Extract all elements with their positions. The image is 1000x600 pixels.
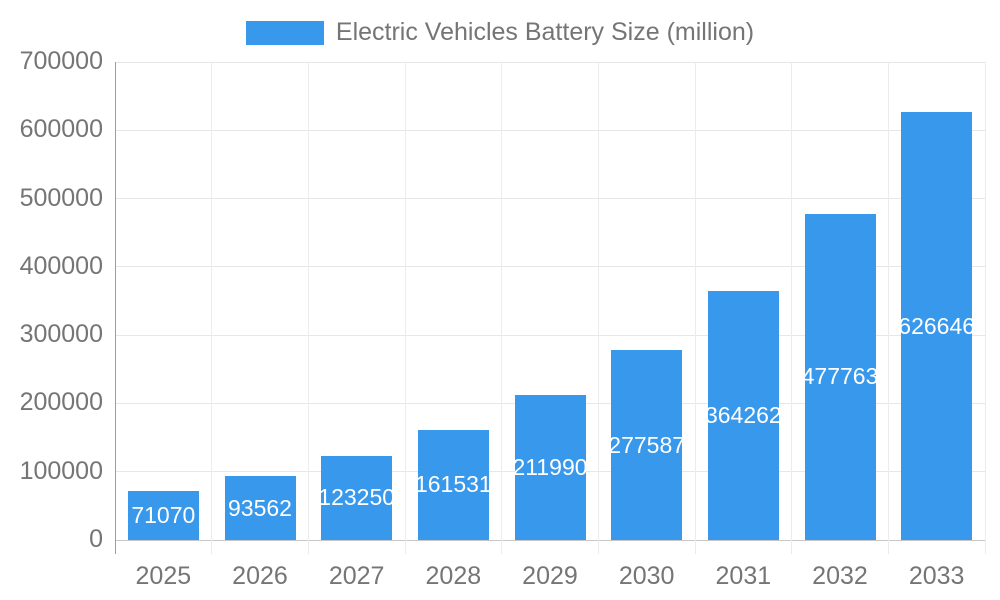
y-tick-label: 700000 [19,47,103,75]
bar[interactable]: 161531 [417,429,489,540]
horizontal-gridline [115,266,985,268]
y-tick-label: 100000 [19,456,103,485]
x-tick-label: 2026 [232,562,288,590]
vertical-gridline [984,62,986,554]
y-tick-label: 300000 [19,320,103,349]
x-tick-label: 2028 [425,562,482,590]
vertical-gridline [307,62,309,554]
bar[interactable]: 364262 [707,291,779,540]
legend-label: Electric Vehicles Battery Size (million) [335,18,755,46]
vertical-gridline [887,62,889,554]
bar[interactable]: 211990 [514,395,586,540]
y-axis-line [114,62,116,554]
bar-value-label: 93562 [228,494,292,521]
x-tick-label: 2027 [328,562,385,590]
x-tick-label: 2030 [618,562,675,590]
bar-value-label: 626646 [901,312,973,339]
bar[interactable]: 277587 [611,350,683,540]
horizontal-gridline [115,61,985,63]
bar[interactable]: 93562 [224,476,296,540]
bar-value-label: 161531 [417,471,489,498]
vertical-gridline [694,62,696,554]
y-tick-label: 200000 [19,388,103,417]
bar-value-label: 364262 [707,402,779,429]
x-tick-label: 2031 [715,562,772,590]
horizontal-gridline [115,198,985,200]
vertical-gridline [501,62,503,554]
y-tick-label: 0 [89,525,103,553]
x-tick-label: 2029 [522,562,578,590]
y-tick-label: 600000 [19,115,103,144]
legend-swatch [245,20,324,45]
horizontal-gridline [115,334,985,336]
bar[interactable]: 626646 [901,112,973,540]
x-tick-label: 2025 [135,562,192,590]
x-tick-label: 2032 [812,562,868,590]
y-tick-label: 400000 [19,251,103,280]
chart-legend[interactable]: Electric Vehicles Battery Size (million) [0,18,1000,47]
x-axis-baseline [115,539,985,541]
vertical-gridline [404,62,406,554]
bar[interactable]: 71070 [127,491,199,540]
y-tick-label: 500000 [19,183,103,212]
bar-value-label: 123250 [321,484,393,511]
x-tick-label: 2033 [908,562,965,590]
horizontal-gridline [115,129,985,131]
vertical-gridline [597,62,599,554]
vertical-gridline [211,62,213,554]
vertical-gridline [791,62,793,554]
bar-value-label: 477763 [804,363,876,390]
bar[interactable]: 477763 [804,213,876,540]
bar-value-label: 277587 [611,431,683,458]
bar-value-label: 211990 [514,454,586,481]
bar[interactable]: 123250 [321,455,393,540]
bar-value-label: 71070 [131,502,196,529]
